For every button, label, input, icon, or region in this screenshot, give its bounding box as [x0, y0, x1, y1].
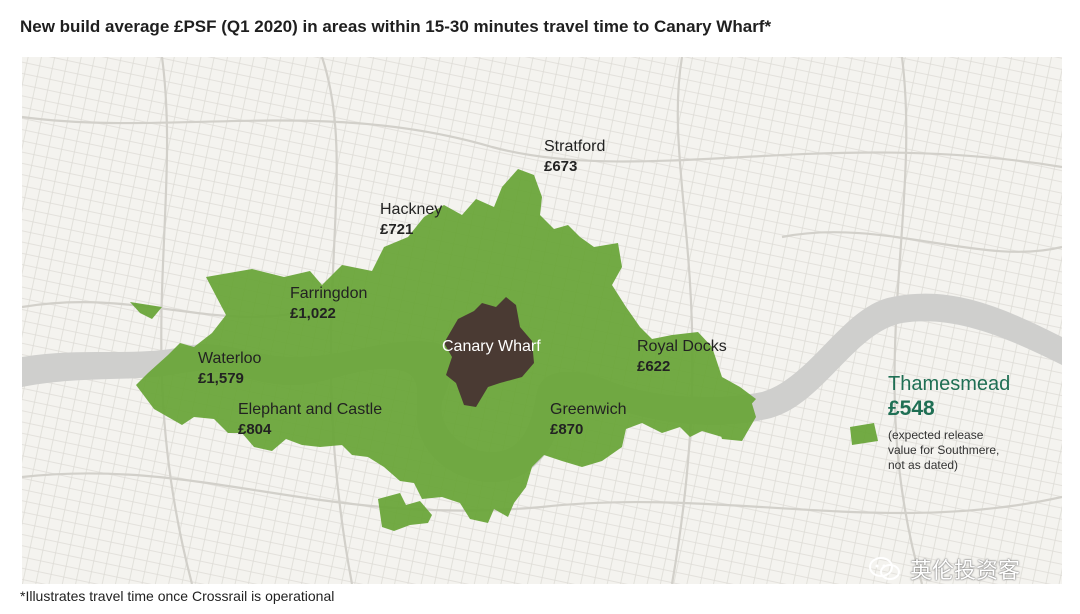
area-price: £804 — [238, 421, 272, 438]
label-farringdon: Farringdon £1,022 — [290, 284, 367, 324]
area-price: £721 — [380, 221, 414, 238]
label-royal-docks: Royal Docks £622 — [637, 337, 727, 377]
canary-wharf-area — [444, 297, 534, 407]
area-price: £1,579 — [198, 370, 244, 387]
area-price: £622 — [637, 358, 671, 375]
chart-title: New build average £PSF (Q1 2020) in area… — [20, 17, 772, 36]
label-hackney: Hackney £721 — [380, 200, 442, 240]
area-price: £673 — [544, 158, 578, 175]
label-waterloo: Waterloo £1,579 — [198, 349, 261, 389]
area-price: £1,022 — [290, 305, 336, 322]
label-stratford: Stratford £673 — [544, 137, 605, 177]
area-name: Farringdon — [290, 285, 368, 302]
area-name: Waterloo — [198, 350, 262, 367]
area-name: Elephant and Castle — [238, 401, 383, 418]
label-greenwich: Greenwich £870 — [550, 400, 626, 440]
area-name: Thamesmead — [888, 373, 1011, 395]
basemap — [22, 57, 1062, 584]
area-name: Hackney — [380, 201, 443, 218]
label-thamesmead: Thamesmead £548 (expected release value … — [888, 372, 1010, 473]
area-price: £870 — [550, 421, 584, 438]
area-note: (expected release value for Southmere, n… — [888, 428, 1000, 472]
label-canary-wharf: Canary Wharf — [442, 338, 541, 355]
watermark: 英伦投资客 — [868, 553, 1020, 585]
wechat-icon — [869, 557, 900, 580]
footnote: *Illustrates travel time once Crossrail … — [20, 588, 335, 604]
watermark-text: 英伦投资客 — [910, 558, 1021, 583]
map-panel: Stratford £673 Hackney £721 Farringdon £… — [22, 57, 1062, 584]
area-name: Royal Docks — [637, 338, 727, 355]
area-price: £548 — [888, 397, 935, 420]
area-name: Stratford — [544, 138, 606, 155]
label-elephant-and-castle: Elephant and Castle £804 — [238, 400, 382, 440]
area-name: Greenwich — [550, 401, 627, 418]
